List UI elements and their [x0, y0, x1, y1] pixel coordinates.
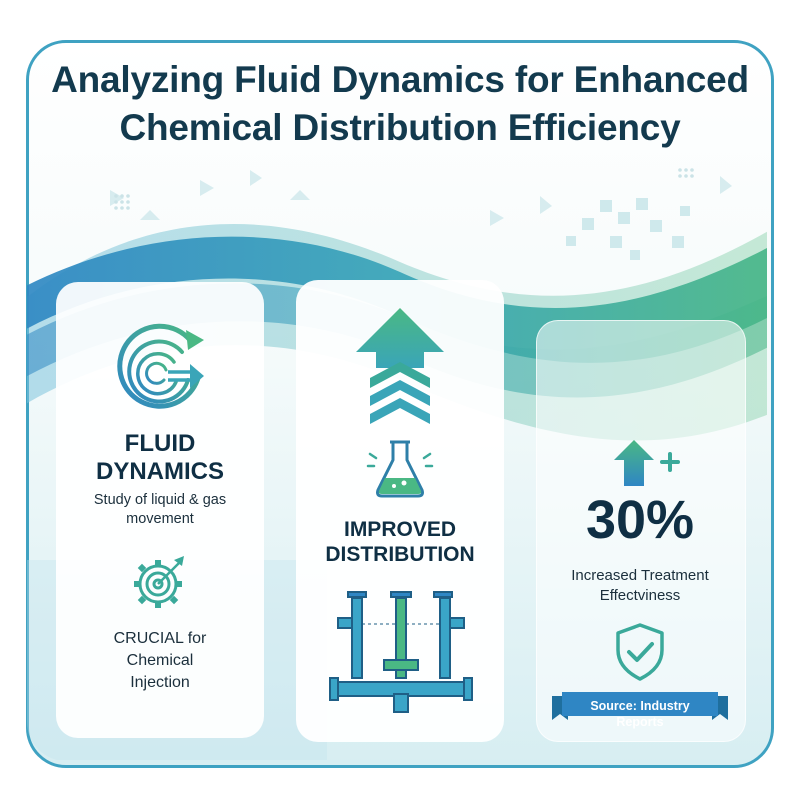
- stat-label-line-2: Effectviness: [599, 587, 681, 604]
- decor-triangles: [110, 170, 732, 226]
- heading-line-improved: IMPROVED: [343, 518, 456, 541]
- fluid-dynamics-heading: FLUID DYNAMICS: [56, 430, 264, 486]
- up-arrow-plus-icon: [614, 440, 680, 486]
- crucial-line-2: Chemical: [126, 652, 194, 669]
- heading-line-fluid: FLUID: [124, 430, 196, 457]
- card-treatment-effectiveness: [536, 320, 746, 742]
- flask-icon: [366, 440, 434, 498]
- improved-distribution-heading: IMPROVED DISTRIBUTION: [296, 517, 504, 567]
- crucial-line-1: CRUCIAL for: [113, 630, 207, 647]
- crucial-for-injection: CRUCIAL for Chemical Injection: [56, 628, 264, 694]
- crucial-line-3: Injection: [130, 674, 190, 691]
- shield-check-icon: [616, 623, 664, 681]
- swirl-arrow-icon: [117, 323, 204, 409]
- source-text: Source: Industry Reports: [590, 699, 690, 729]
- title-line-1: Analyzing Fluid Dynamics for Enhanced: [51, 59, 749, 100]
- heading-line-distribution: DISTRIBUTION: [325, 543, 475, 566]
- stat-label: Increased Treatment Effectviness: [536, 566, 744, 606]
- card-fluid-dynamics: [56, 282, 264, 738]
- heading-line-dynamics: DYNAMICS: [95, 458, 224, 485]
- decor-squares: [566, 198, 690, 260]
- pipe-manifold-icon: [329, 591, 473, 713]
- title-line-2: Chemical Distribution Efficiency: [119, 107, 681, 148]
- page-title: Analyzing Fluid Dynamics for Enhanced Ch…: [0, 56, 800, 152]
- decor-dots: [114, 168, 694, 210]
- source-banner: [552, 692, 728, 720]
- fluid-dynamics-description: Study of liquid & gas movement: [93, 492, 227, 527]
- stat-value: 30%: [585, 490, 695, 550]
- stat-label-line-1: Increased Treatment: [571, 567, 709, 584]
- up-chevron-arrow-icon: [356, 308, 444, 424]
- gear-target-icon: [134, 556, 184, 608]
